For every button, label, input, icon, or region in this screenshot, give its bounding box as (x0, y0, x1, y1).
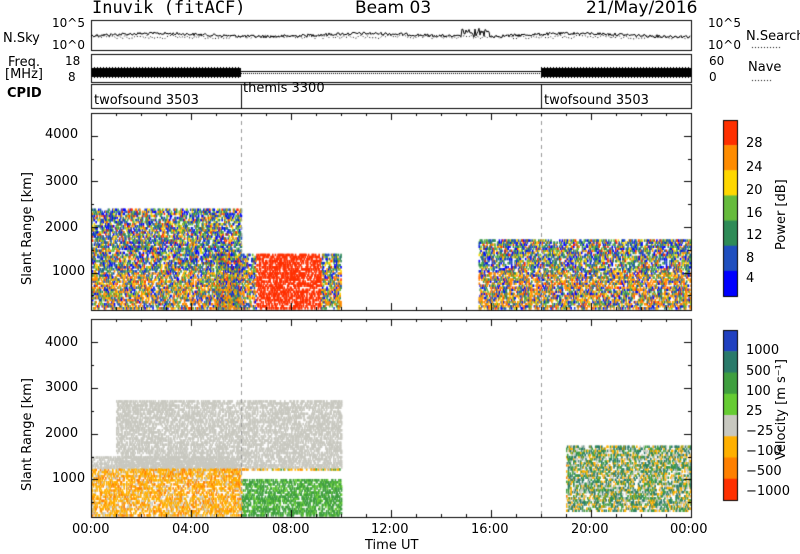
power-cb-tick: 16 (746, 206, 763, 221)
power-ytick: 2000 (45, 220, 79, 235)
velocity-ylabel: Slant Range [km] (20, 378, 35, 491)
freq-label-2: [MHz] (5, 67, 43, 82)
x-tick: 20:00 (571, 522, 609, 537)
velocity-ytick: 3000 (45, 380, 79, 395)
freq-tick-bottom: 8 (68, 70, 76, 84)
velocity-ytick: 1000 (52, 471, 86, 486)
velocity-cb-tick: 100 (746, 384, 771, 399)
velocity-cb-tick: 500 (746, 364, 771, 379)
date-label: 21/May/2016 (586, 0, 698, 18)
nsearch-label: N.Search (746, 29, 800, 44)
x-tick: 08:00 (272, 522, 310, 537)
cpid-segment-label: twofsound 3503 (94, 93, 199, 108)
power-ytick: 1000 (52, 264, 86, 279)
power-cb-label: Power [dB] (774, 179, 789, 250)
velocity-ytick: 4000 (45, 335, 79, 350)
power-cb-tick: 28 (746, 136, 763, 151)
freq-label-1: Freq. (8, 55, 40, 70)
nave-label: Nave (748, 60, 782, 75)
velocity-cb-label: Velocity [m s⁻¹] (774, 359, 789, 460)
nave-tick-bottom: 0 (709, 70, 717, 84)
nsky-tick-top: 10^5 (52, 16, 85, 30)
cpid-segment-label: twofsound 3503 (544, 93, 649, 108)
beam-label: Beam 03 (355, 0, 432, 18)
velocity-cb-tick: −1000 (746, 484, 790, 499)
nsearch-tick-top: 10^5 (708, 16, 741, 30)
x-tick: 04:00 (172, 522, 210, 537)
velocity-cb-tick: 25 (746, 404, 763, 419)
velocity-cb-tick: 1000 (746, 343, 780, 358)
x-tick: 00:00 (72, 522, 110, 537)
cpid-segment-label: themis 3300 (243, 81, 325, 96)
x-tick: 00:00 (670, 522, 708, 537)
nsearch-tick-bottom: 10^0 (708, 38, 741, 52)
velocity-ytick: 2000 (45, 426, 79, 441)
power-cb-tick: 24 (746, 160, 763, 175)
cpid-label: CPID (7, 86, 42, 101)
nsky-tick-bottom: 10^0 (52, 38, 85, 52)
velocity-cb-tick: −100 (746, 444, 782, 459)
station-title: Inuvik (fitACF) (92, 0, 246, 18)
freq-tick-top: 18 (65, 54, 81, 68)
x-axis-label: Time UT (365, 538, 419, 553)
x-tick: 12:00 (371, 522, 409, 537)
power-cb-tick: 12 (746, 228, 763, 243)
nsky-label: N.Sky (3, 31, 40, 46)
velocity-cb-tick: −25 (746, 424, 774, 439)
power-cb-tick: 4 (746, 271, 755, 286)
nave-tick-top: 60 (709, 54, 725, 68)
power-ylabel: Slant Range [km] (20, 172, 35, 285)
x-tick: 16:00 (471, 522, 509, 537)
power-ytick: 3000 (45, 174, 79, 189)
velocity-cb-tick: −500 (746, 464, 782, 479)
power-ytick: 4000 (45, 127, 79, 142)
power-cb-tick: 20 (746, 183, 763, 198)
power-cb-tick: 8 (746, 251, 755, 266)
